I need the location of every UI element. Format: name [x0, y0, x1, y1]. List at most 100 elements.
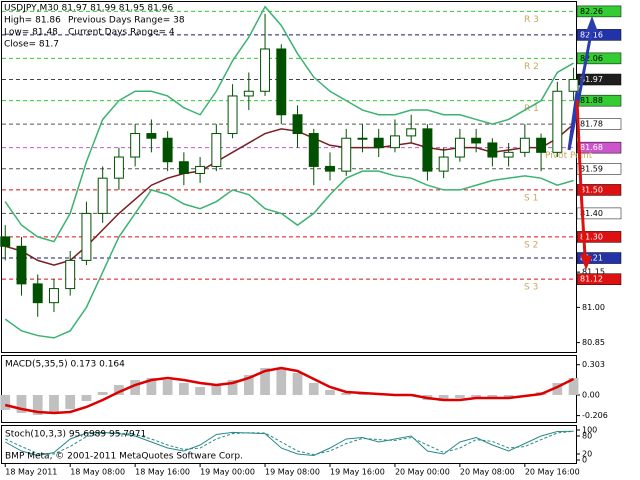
level-name: S 2	[524, 240, 538, 250]
candle-body	[454, 137, 465, 158]
chart-title: USDJPY,M30 81.97 81.99 81.95 81.96	[4, 4, 173, 14]
x-tick-label: 20 May 00:00	[395, 468, 450, 477]
y-tick-label: 81.15	[582, 268, 605, 277]
level-label: 81.88	[580, 96, 603, 105]
stoch-panel	[1, 425, 577, 464]
level-label-bg	[576, 163, 622, 175]
macd-bar	[503, 395, 514, 397]
y-tick-label: 100	[582, 426, 597, 435]
x-tick-label: 19 May 08:00	[265, 468, 320, 477]
macd-bar	[178, 383, 189, 395]
candle-body	[0, 236, 11, 247]
level-label: 81.50	[580, 185, 603, 194]
y-tick-label: 0	[582, 456, 587, 465]
macd-bar	[0, 395, 11, 410]
level-name: R 3	[524, 15, 539, 25]
candle-body	[162, 137, 173, 163]
series-line	[4, 5, 574, 243]
level-label-bg	[576, 184, 622, 196]
level-label-bg	[576, 273, 622, 285]
candle-body	[519, 137, 530, 153]
macd-bar	[32, 395, 43, 415]
y-tick-label: 81.00	[582, 303, 605, 312]
macd-bar	[325, 390, 335, 395]
candle-body	[292, 114, 303, 135]
stoch-title: Stoch(10,3,3) 95.6989 95.7971	[5, 430, 146, 440]
level-label-bg	[576, 252, 622, 264]
series-line	[4, 170, 574, 339]
candle-body	[373, 137, 384, 149]
candle-body	[389, 135, 400, 149]
y-tick-label: 0.00	[582, 391, 600, 400]
price-panel	[1, 1, 577, 353]
level-label: 81.30	[580, 232, 603, 241]
level-label: 82.06	[580, 54, 603, 63]
series-line	[4, 366, 575, 415]
candle-body	[178, 161, 189, 174]
candle-body	[406, 128, 417, 137]
series-line	[5, 430, 574, 457]
arrowhead	[586, 16, 598, 32]
candle-body	[146, 133, 157, 139]
candle-body	[276, 48, 287, 116]
info-text: Low= 81.48	[4, 28, 58, 38]
macd-bar	[162, 380, 173, 395]
x-tick-label: 20 May 08:00	[460, 468, 515, 477]
macd-bar	[455, 395, 465, 398]
macd-bar	[243, 375, 254, 395]
candle-body	[325, 165, 335, 172]
x-tick-label: 20 May 16:00	[525, 468, 580, 477]
macd-bar	[438, 395, 449, 401]
forecast-arrow-down	[575, 99, 587, 257]
candle-body	[260, 48, 271, 92]
level-label-bg	[576, 231, 622, 243]
level-label: 81.21	[580, 254, 603, 263]
level-label: 81.97	[580, 75, 603, 84]
candle-body	[341, 137, 352, 172]
candle-body	[503, 151, 514, 158]
macd-bar	[81, 395, 92, 401]
macd-bar	[552, 383, 563, 395]
candle-body	[113, 156, 124, 179]
candle-body	[243, 90, 254, 97]
macd-bar	[130, 380, 141, 395]
macd-bar	[16, 395, 27, 413]
x-tick-label: 18 May 2011	[5, 468, 57, 477]
candle-body	[568, 79, 579, 92]
macd-bar	[471, 395, 482, 397]
x-tick-label: 18 May 08:00	[70, 468, 125, 477]
candle-body	[487, 142, 498, 158]
macd-bar	[260, 368, 270, 395]
level-name: Pivot Point	[545, 151, 593, 161]
candle-body	[97, 177, 108, 214]
level-label-bg	[576, 141, 622, 154]
macd-bar	[49, 395, 59, 413]
candle-body	[211, 133, 222, 167]
candle-body	[552, 90, 563, 153]
level-label: 81.78	[580, 120, 603, 129]
macd-bar	[308, 383, 319, 395]
macd-bar	[292, 373, 303, 395]
level-label-bg	[576, 5, 622, 18]
macd-bar	[211, 385, 222, 395]
series-line	[5, 123, 575, 266]
level-label: 81.12	[580, 275, 603, 284]
series-line	[5, 430, 574, 456]
y-tick-label: 80	[582, 432, 592, 441]
y-tick-label: 80.85	[582, 338, 605, 347]
level-name: R 1	[524, 104, 539, 114]
level-name: R 2	[524, 62, 539, 72]
candle-body	[195, 165, 206, 174]
copyright: BMP Meta, © 2001-2011 MetaQuotes Softwar…	[5, 452, 243, 462]
candle-body	[81, 212, 92, 261]
level-label: 81.40	[580, 209, 603, 218]
level-name: S 1	[524, 193, 538, 203]
candle-body	[422, 128, 433, 172]
macd-title: MACD(5,35,5) 0.173 0.164	[5, 360, 125, 370]
level-label: 81.59	[580, 164, 603, 173]
candle-body	[471, 137, 482, 144]
level-label-bg	[576, 52, 622, 65]
